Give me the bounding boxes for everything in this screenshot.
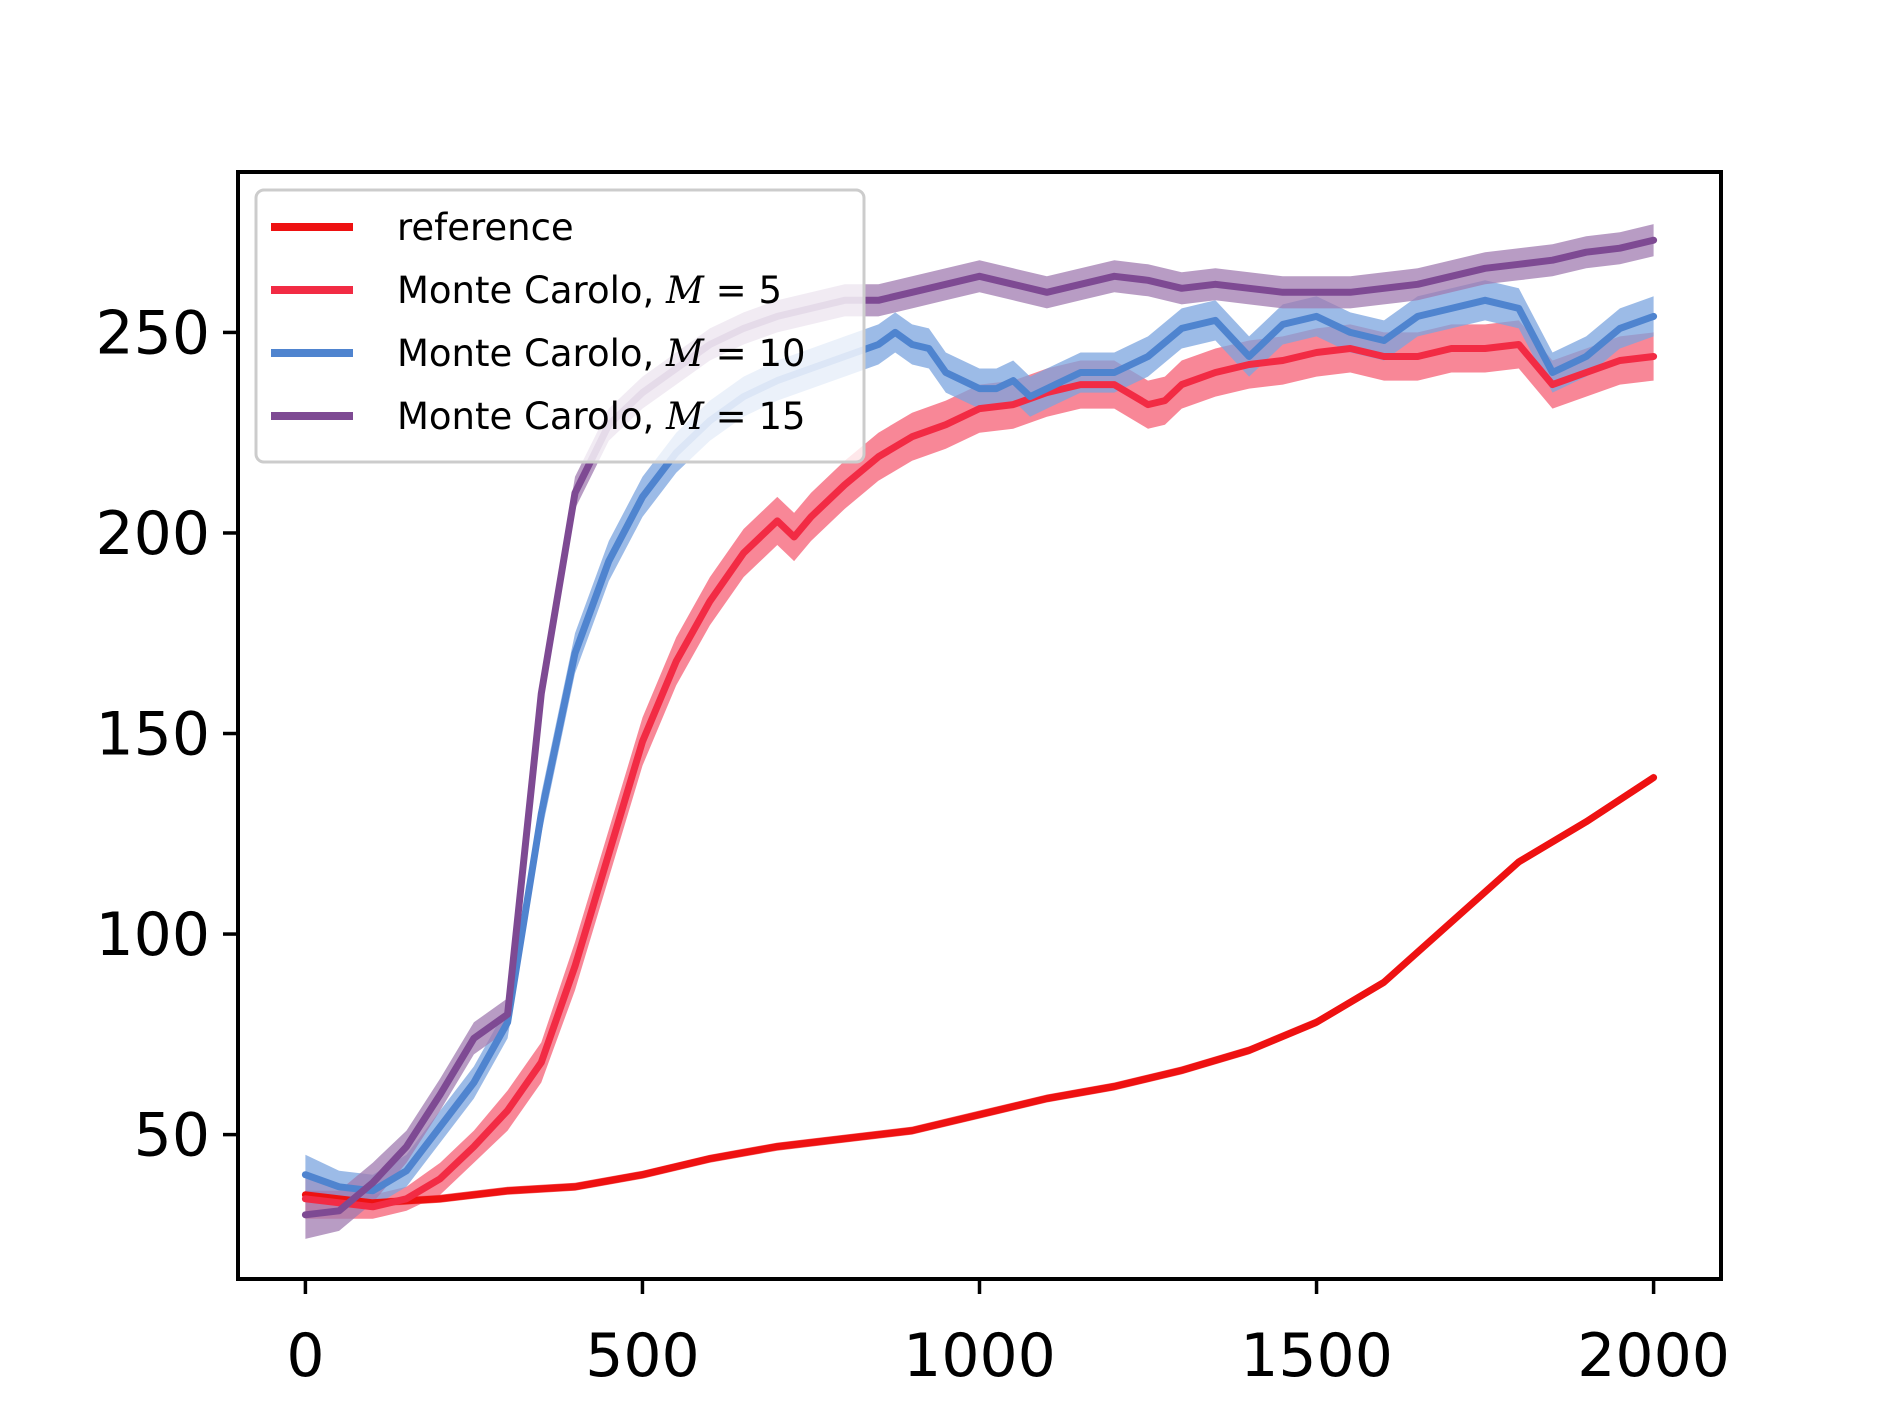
- x-tick-label: 500: [585, 1321, 700, 1391]
- legend: reference Monte Carolo, M = 5 Monte Carolo…: [254, 188, 866, 464]
- y-tick-label: 200: [95, 499, 210, 569]
- legend-label-0: reference: [397, 206, 574, 249]
- x-tick-label: 1500: [1240, 1321, 1393, 1391]
- legend-label-3: Monte Carolo, M = 15: [397, 395, 806, 438]
- series-2-line: [301, 296, 1658, 1195]
- series-1-line: [301, 341, 1658, 1211]
- y-tick-label: 250: [95, 298, 210, 368]
- y-axis: 50 100 150 200 250: [95, 298, 238, 1171]
- y-tick-label: 150: [95, 700, 210, 770]
- series-2-band: [305, 280, 1654, 1207]
- legend-box: [254, 188, 866, 464]
- series-0-line: [301, 774, 1658, 1207]
- legend-label-2: Monte Carolo, M = 10: [397, 332, 806, 375]
- x-axis: 0 500 1000 1500 2000: [286, 1279, 1730, 1391]
- x-tick-label: 0: [286, 1321, 324, 1391]
- legend-label-1: Monte Carolo, M = 5: [397, 269, 782, 312]
- y-tick-label: 100: [95, 900, 210, 970]
- confidence-bands: [305, 224, 1654, 1239]
- x-tick-label: 1000: [903, 1321, 1056, 1391]
- y-tick-label: 50: [134, 1101, 210, 1171]
- series-3-line: [301, 236, 1658, 1219]
- x-tick-label: 2000: [1577, 1321, 1730, 1391]
- series-lines: [301, 236, 1658, 1219]
